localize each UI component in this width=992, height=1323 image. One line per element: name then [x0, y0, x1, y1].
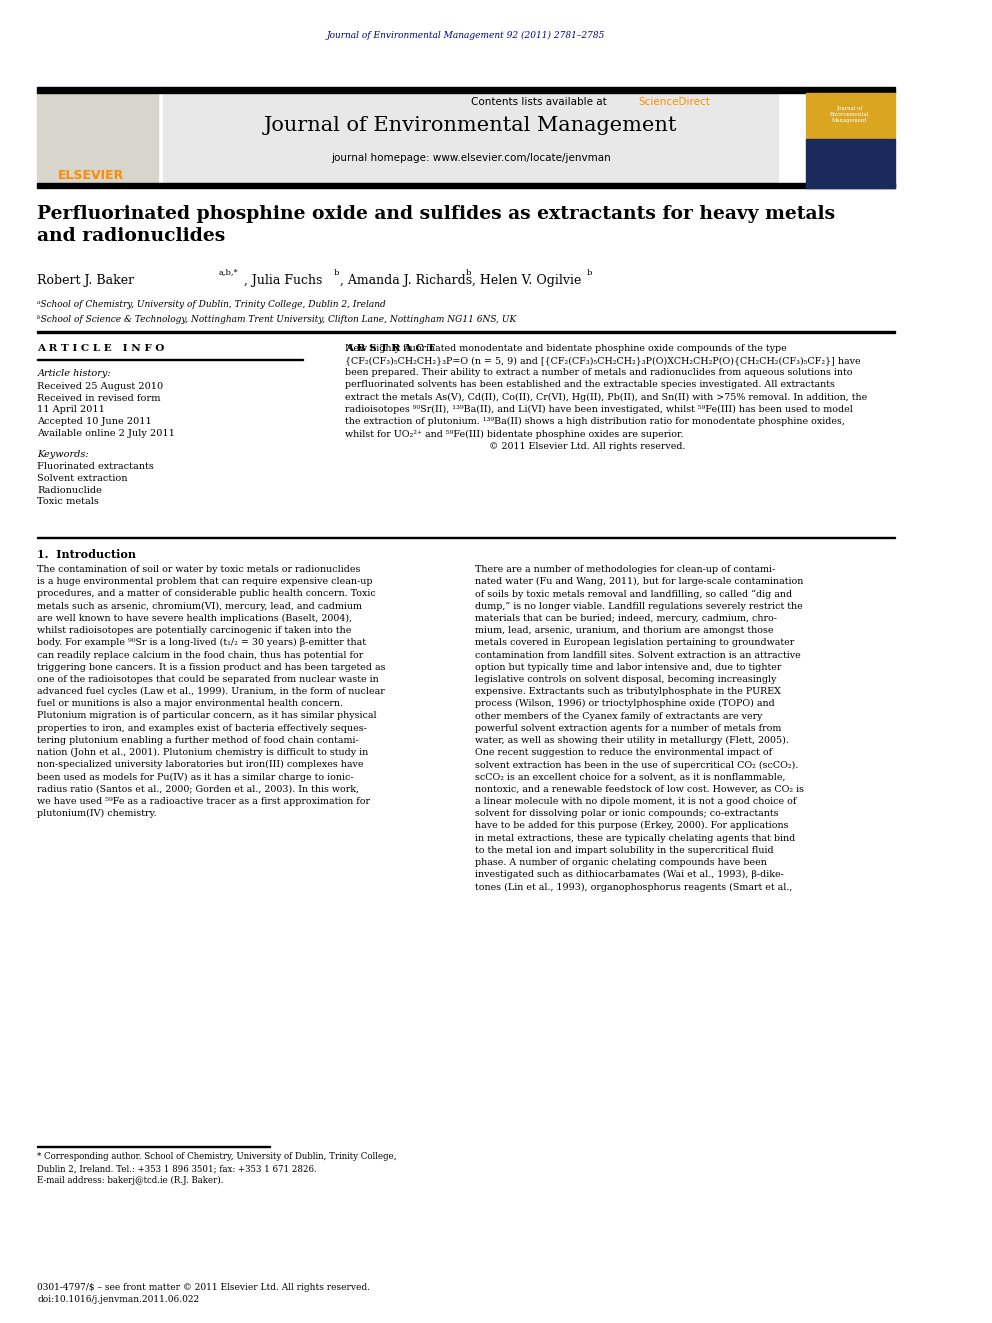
Text: b: b [333, 269, 339, 277]
Text: Toxic metals: Toxic metals [38, 497, 99, 507]
Text: Robert J. Baker: Robert J. Baker [38, 274, 134, 287]
Text: ᵇSchool of Science & Technology, Nottingham Trent University, Clifton Lane, Nott: ᵇSchool of Science & Technology, Notting… [38, 315, 517, 324]
Text: Received in revised form: Received in revised form [38, 394, 161, 404]
Text: 1.  Introduction: 1. Introduction [38, 549, 136, 560]
Bar [38, 359, 303, 360]
Text: New highly fluorinated monodentate and bidentate phosphine oxide compounds of th: New highly fluorinated monodentate and b… [345, 344, 867, 451]
Bar [38, 183, 895, 188]
Bar [163, 87, 778, 188]
Text: Available online 2 July 2011: Available online 2 July 2011 [38, 429, 176, 438]
Text: ᵃSchool of Chemistry, University of Dublin, Trinity College, Dublin 2, Ireland: ᵃSchool of Chemistry, University of Dubl… [38, 300, 386, 310]
Text: Journal of Environmental Management 92 (2011) 2781–2785: Journal of Environmental Management 92 (… [326, 30, 605, 40]
Text: Fluorinated extractants: Fluorinated extractants [38, 462, 154, 471]
Text: Accepted 10 June 2011: Accepted 10 June 2011 [38, 417, 152, 426]
Text: A R T I C L E   I N F O: A R T I C L E I N F O [38, 344, 165, 353]
Text: There are a number of methodologies for clean-up of contami-
nated water (Fu and: There are a number of methodologies for … [475, 565, 805, 892]
Text: Contents lists available at: Contents lists available at [470, 97, 610, 107]
Text: a,b,*: a,b,* [219, 269, 239, 277]
Text: 11 April 2011: 11 April 2011 [38, 405, 105, 414]
Text: Keywords:: Keywords: [38, 450, 89, 459]
Bar [806, 93, 895, 139]
Text: Article history:: Article history: [38, 369, 111, 378]
Text: b: b [587, 269, 592, 277]
Bar [38, 331, 895, 333]
Text: A B S T R A C T: A B S T R A C T [345, 344, 434, 353]
Text: , Julia Fuchs: , Julia Fuchs [244, 274, 322, 287]
Bar [38, 93, 159, 183]
Text: Journal of Environmental Management: Journal of Environmental Management [264, 116, 678, 135]
Bar [38, 537, 895, 538]
Text: ScienceDirect: ScienceDirect [639, 97, 710, 107]
Text: Perfluorinated phosphine oxide and sulfides as extractants for heavy metals
and : Perfluorinated phosphine oxide and sulfi… [38, 205, 835, 245]
Text: , Helen V. Ogilvie: , Helen V. Ogilvie [472, 274, 582, 287]
Bar [806, 139, 895, 188]
Text: , Amanda J. Richards: , Amanda J. Richards [340, 274, 472, 287]
Text: * Corresponding author. School of Chemistry, University of Dublin, Trinity Colle: * Corresponding author. School of Chemis… [38, 1152, 397, 1185]
Text: b: b [466, 269, 471, 277]
Bar [38, 87, 895, 93]
Text: Solvent extraction: Solvent extraction [38, 474, 128, 483]
Bar [38, 1146, 270, 1147]
Text: ELSEVIER: ELSEVIER [59, 169, 124, 183]
Text: The contamination of soil or water by toxic metals or radionuclides
is a huge en: The contamination of soil or water by to… [38, 565, 386, 819]
Text: Received 25 August 2010: Received 25 August 2010 [38, 382, 164, 392]
Text: Journal of
Environmental
Management: Journal of Environmental Management [830, 106, 870, 123]
Text: journal homepage: www.elsevier.com/locate/jenvman: journal homepage: www.elsevier.com/locat… [330, 153, 610, 164]
Text: 0301-4797/$ – see front matter © 2011 Elsevier Ltd. All rights reserved.
doi:10.: 0301-4797/$ – see front matter © 2011 El… [38, 1283, 370, 1304]
Text: Radionuclide: Radionuclide [38, 486, 102, 495]
